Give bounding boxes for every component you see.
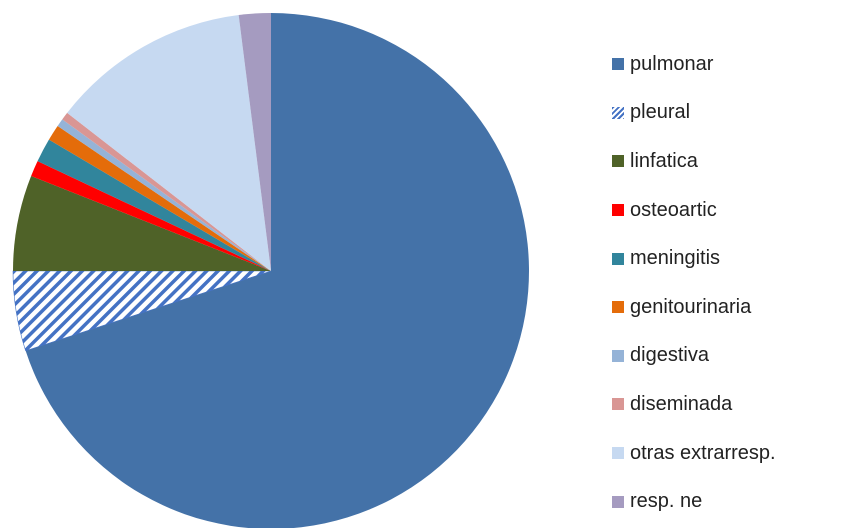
- pie-slice-linfatica: [13, 176, 271, 271]
- legend-label: genitourinaria: [630, 295, 752, 318]
- pie-slice-osteoartic: [31, 161, 272, 271]
- legend-item-pulmonar: pulmonar: [612, 40, 848, 89]
- pie-slice-pleural: [12, 270, 272, 352]
- legend-item-meningitis: meningitis: [612, 234, 848, 283]
- pie-slice-genitourinaria: [48, 125, 272, 271]
- legend-swatch: [612, 301, 624, 314]
- pie-slice-resp-ne: [238, 12, 271, 271]
- legend-label: meningitis: [630, 247, 721, 270]
- legend-label: otras extrarresp.: [630, 441, 776, 464]
- legend-item-linfatica: linfatica: [612, 137, 848, 186]
- legend-label: digestiva: [630, 344, 709, 367]
- legend-label: linfatica: [630, 149, 698, 172]
- pie-slices: [12, 12, 529, 528]
- legend-label: pleural: [630, 101, 691, 124]
- legend-swatch: [612, 58, 624, 71]
- legend-swatch: [612, 155, 624, 168]
- legend-item-diseminada: diseminada: [612, 380, 848, 429]
- legend-swatch: [612, 447, 624, 460]
- legend-item-genitourinaria: genitourinaria: [612, 283, 848, 332]
- legend-item-otras-extrarresp: otras extrarresp.: [612, 429, 848, 478]
- pie-slice-meningitis: [37, 139, 271, 271]
- legend-item-digestiva: digestiva: [612, 332, 848, 381]
- legend-swatch: [612, 349, 624, 362]
- legend-label: diseminada: [630, 392, 733, 415]
- legend-swatch: [612, 106, 624, 119]
- legend-swatch: [612, 495, 624, 508]
- pie-slice-pulmonar: [25, 13, 529, 528]
- legend-item-pleural: pleural: [612, 89, 848, 138]
- legend-label: pulmonar: [630, 52, 714, 75]
- legend-swatch: [612, 398, 624, 411]
- chart-legend: pulmonar pleural linfatica osteoartic mening…: [612, 40, 848, 526]
- pie-slice-digestiva: [57, 119, 271, 271]
- legend-item-osteoartic: osteoartic: [612, 186, 848, 235]
- legend-swatch: [612, 204, 624, 217]
- pie-slice-otras-extrarresp: [67, 15, 271, 272]
- legend-label: resp. ne: [630, 490, 703, 513]
- legend-item-resp-ne: resp. ne: [612, 477, 848, 526]
- legend-swatch: [612, 252, 624, 265]
- legend-label: osteoartic: [630, 198, 717, 221]
- pie-slice-diseminada: [62, 112, 271, 272]
